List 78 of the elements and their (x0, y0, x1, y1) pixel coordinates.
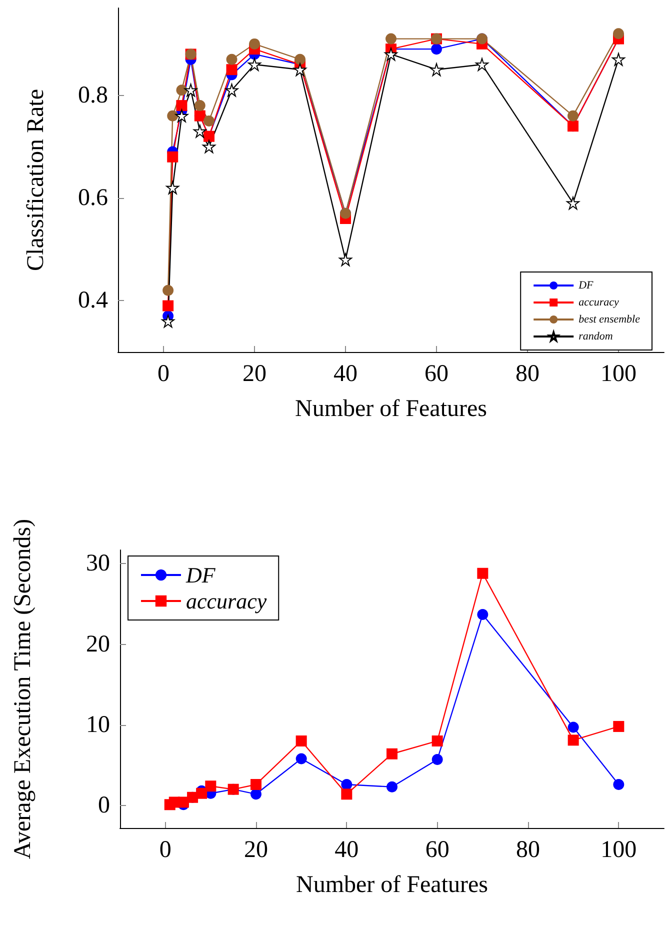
y-tick-label: 0 (98, 792, 110, 818)
point (568, 722, 579, 733)
point (566, 196, 580, 210)
point (250, 778, 262, 790)
legend-label: DF (578, 280, 594, 292)
point (249, 38, 260, 50)
x-axis-title: Number of Features (296, 872, 488, 898)
point (202, 140, 216, 154)
y-axis-title: Classification Rate (23, 89, 49, 271)
point (294, 63, 306, 76)
legend-label: accuracy (578, 296, 620, 308)
point (184, 84, 198, 97)
x-axis-title: Number of Features (295, 396, 487, 422)
y-tick-label: 10 (86, 712, 110, 738)
point (167, 151, 178, 162)
point (205, 780, 216, 792)
y-tick-label: 0.6 (78, 184, 108, 211)
legend-label: best ensemble (578, 314, 640, 326)
point (384, 48, 398, 61)
point (296, 753, 307, 764)
x-tick-label: 40 (334, 837, 359, 863)
x-tick-label: 0 (158, 361, 170, 387)
point (341, 788, 352, 800)
x-tick-label: 100 (600, 361, 636, 387)
x-tick-label: 60 (425, 837, 450, 863)
point (386, 781, 398, 792)
point (613, 28, 624, 40)
x-tick-label: 20 (244, 837, 268, 863)
x-tick-label: 40 (334, 361, 358, 387)
point (613, 778, 624, 790)
point (250, 788, 262, 800)
y-tick-label: 20 (86, 631, 110, 658)
point (386, 748, 398, 760)
point (175, 109, 188, 122)
point (226, 54, 238, 65)
point (568, 110, 578, 122)
point (167, 110, 178, 122)
point (612, 52, 625, 66)
point (341, 778, 352, 790)
legend-label: DF (185, 562, 216, 588)
point (166, 181, 180, 194)
point (613, 720, 624, 732)
point (431, 44, 442, 55)
legend-label: random (578, 330, 613, 342)
y-tick-label: 0.8 (78, 82, 108, 108)
point (386, 33, 396, 44)
point (294, 54, 306, 65)
y-tick-label: 30 (86, 550, 110, 577)
point (162, 300, 174, 312)
x-tick-label: 60 (424, 361, 448, 387)
point (204, 115, 214, 126)
point (432, 754, 443, 766)
point (476, 58, 488, 71)
point (296, 735, 307, 746)
point (226, 64, 238, 76)
x-tick-label: 20 (242, 361, 266, 387)
point (193, 124, 206, 138)
point (225, 84, 238, 97)
point (568, 734, 579, 746)
point (248, 58, 261, 71)
point (432, 735, 443, 746)
point (430, 63, 443, 76)
point (194, 100, 206, 112)
y-tick-label: 0.4 (78, 288, 108, 314)
point (477, 568, 488, 579)
point (162, 314, 175, 328)
y-axis-title: Average Execution Time (Seconds) (10, 518, 36, 860)
x-tick-label: 80 (516, 837, 540, 863)
x-tick-label: 0 (159, 837, 172, 863)
x-tick-label: 100 (600, 837, 637, 863)
point (477, 608, 488, 620)
point (176, 100, 188, 112)
point (162, 284, 174, 296)
point (196, 788, 208, 799)
x-tick-label: 80 (516, 361, 540, 387)
legend-label: accuracy (186, 588, 267, 614)
point (176, 84, 188, 96)
point (339, 253, 352, 266)
